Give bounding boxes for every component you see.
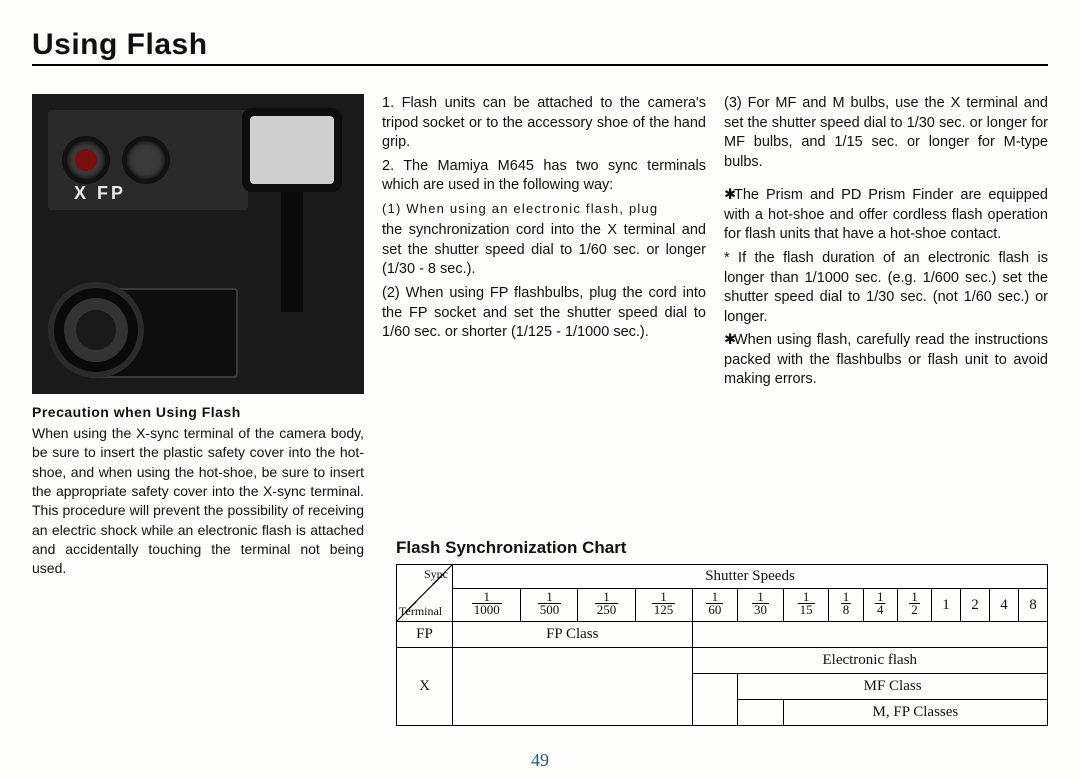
chart-corner-cell: Sync Terminal [397, 565, 453, 622]
para-3-4: ✱When using flash, carefully read the in… [724, 331, 1048, 390]
chart-header-row: Sync Terminal Shutter Speeds [397, 565, 1048, 589]
para-2b: (1) When using an electronic flash, plug [382, 200, 706, 218]
product-photo: X FP [32, 94, 364, 394]
chart-header: Shutter Speeds [453, 565, 1048, 589]
column-middle: 1. Flash units can be attached to the ca… [382, 94, 706, 579]
chart-speed-frac: 160 [692, 589, 738, 622]
chart-title: Flash Synchronization Chart [396, 538, 1048, 558]
page-number: 49 [531, 750, 549, 771]
chart-speed-frac: 14 [863, 589, 897, 622]
chart-speeds-row: 110001500125011251601301151814121248 [397, 589, 1048, 622]
chart-speed-frac: 12 [897, 589, 931, 622]
flash-unit [238, 108, 346, 248]
chart-speed-frac: 1500 [521, 589, 578, 622]
chart-speed-int: 1 [932, 589, 961, 622]
content-columns: X FP Precaution when Using Flash When us… [32, 94, 1048, 579]
chart-speed-frac: 18 [829, 589, 863, 622]
chart-corner-bottom: Terminal [399, 604, 442, 619]
precaution-heading: Precaution when Using Flash [32, 404, 364, 420]
para-3-3: * If the flash duration of an electronic… [724, 249, 1048, 327]
chart-speed-frac: 115 [783, 589, 829, 622]
title-rule [32, 64, 1048, 66]
chart-x-gap1 [692, 674, 738, 700]
camera-lens [48, 282, 144, 378]
chart-x-gap1b [692, 700, 738, 726]
chart-row-fp-label: FP [397, 622, 453, 648]
bullet-icon: ✱ [724, 331, 734, 351]
para-3-2-text: The Prism and PD Prism Finder are equipp… [724, 187, 1048, 242]
sync-dial-fp [122, 136, 170, 184]
para-3-1: (3) For MF and M bulbs, use the X termin… [724, 94, 1048, 172]
bullet-icon: ✱ [724, 186, 734, 206]
para-1: 1. Flash units can be attached to the ca… [382, 94, 706, 153]
chart-fp-empty [692, 622, 1047, 648]
sync-dial-x [62, 136, 110, 184]
chart-speed-frac: 1250 [578, 589, 635, 622]
sync-chart-area: Flash Synchronization Chart Sync Termina… [396, 538, 1048, 726]
para-2d: (2) When using FP flashbulbs, plug the c… [382, 284, 706, 343]
chart-row-fp: FP FP Class [397, 622, 1048, 648]
column-left: X FP Precaution when Using Flash When us… [32, 94, 364, 579]
para-3-4-text: When using flash, carefully read the ins… [724, 332, 1048, 387]
chart-x-empty [453, 648, 693, 726]
flash-head [242, 108, 342, 192]
sync-terminal-panel: X FP [48, 110, 248, 210]
chart-x-electronic: Electronic flash [692, 648, 1047, 674]
chart-row-x-label: X [397, 648, 453, 726]
chart-speed-frac: 130 [738, 589, 784, 622]
chart-fp-band: FP Class [453, 622, 693, 648]
camera-body [48, 246, 248, 378]
chart-speed-int: 2 [961, 589, 990, 622]
chart-speed-int: 4 [989, 589, 1018, 622]
para-3-2: ✱The Prism and PD Prism Finder are equip… [724, 186, 1048, 245]
flash-reflector [250, 116, 334, 184]
chart-speed-int: 8 [1018, 589, 1047, 622]
chart-x-mf: MF Class [738, 674, 1048, 700]
chart-speed-frac: 1125 [635, 589, 692, 622]
column-right: (3) For MF and M bulbs, use the X termin… [724, 94, 1048, 579]
chart-speed-frac: 11000 [453, 589, 521, 622]
para-2a: 2. The Mamiya M645 has two sync terminal… [382, 157, 706, 196]
page-title: Using Flash [32, 28, 1048, 62]
chart-row-x1: X Electronic flash [397, 648, 1048, 674]
para-2c: the synchronization cord into the X term… [382, 221, 706, 280]
chart-corner-top: Sync [424, 567, 448, 582]
camera-prism [128, 248, 198, 292]
chart-x-gap2 [738, 700, 784, 726]
flash-bracket [281, 192, 303, 312]
chart-x-mfp: M, FP Classes [783, 700, 1047, 726]
precaution-body: When using the X-sync terminal of the ca… [32, 424, 364, 579]
sync-panel-label: X FP [74, 183, 126, 204]
sync-chart-table: Sync Terminal Shutter Speeds 11000150012… [396, 564, 1048, 726]
